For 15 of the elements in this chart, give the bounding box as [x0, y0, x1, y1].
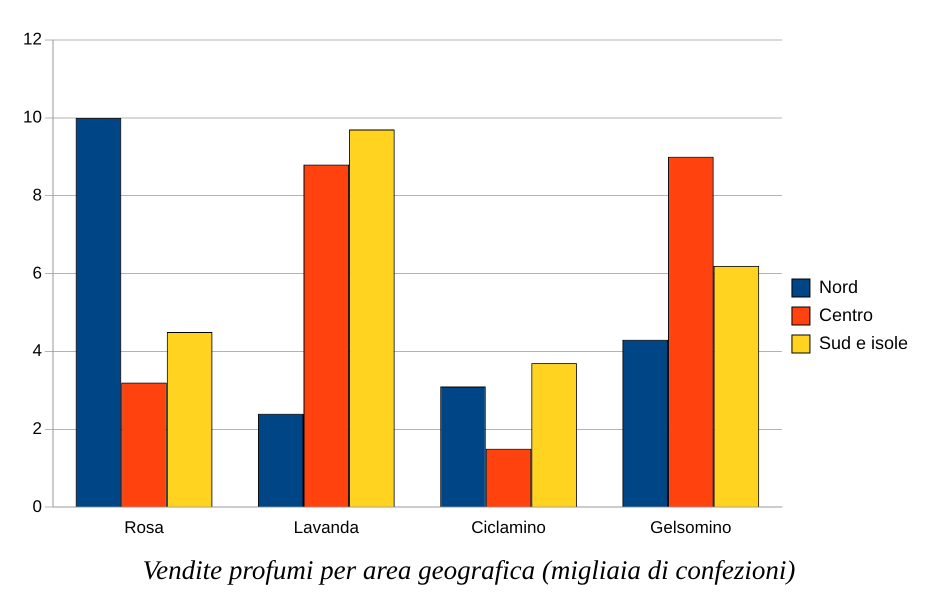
text: Vendite profumi per area geografica (migliaia di confezioni) — [142, 554, 796, 585]
y-tick-label: 8 — [32, 185, 42, 204]
y-tick-label: 4 — [32, 341, 42, 360]
y-tick-label: 12 — [22, 30, 42, 49]
x-tick-label: Rosa — [124, 518, 164, 538]
y-tick-label: 2 — [32, 419, 42, 438]
legend-label: Centro — [818, 304, 873, 325]
y-tick-label: 6 — [32, 263, 42, 282]
y-tick-label: 10 — [22, 108, 42, 127]
y-tick-label: 0 — [32, 496, 42, 516]
x-tick-label: Lavanda — [294, 518, 360, 538]
legend-label: Nord — [818, 276, 858, 297]
x-tick-label: Gelsomino — [650, 518, 732, 538]
x-tick-label: Ciclamino — [471, 518, 546, 538]
legend-label: Sud e isole — [818, 332, 908, 353]
